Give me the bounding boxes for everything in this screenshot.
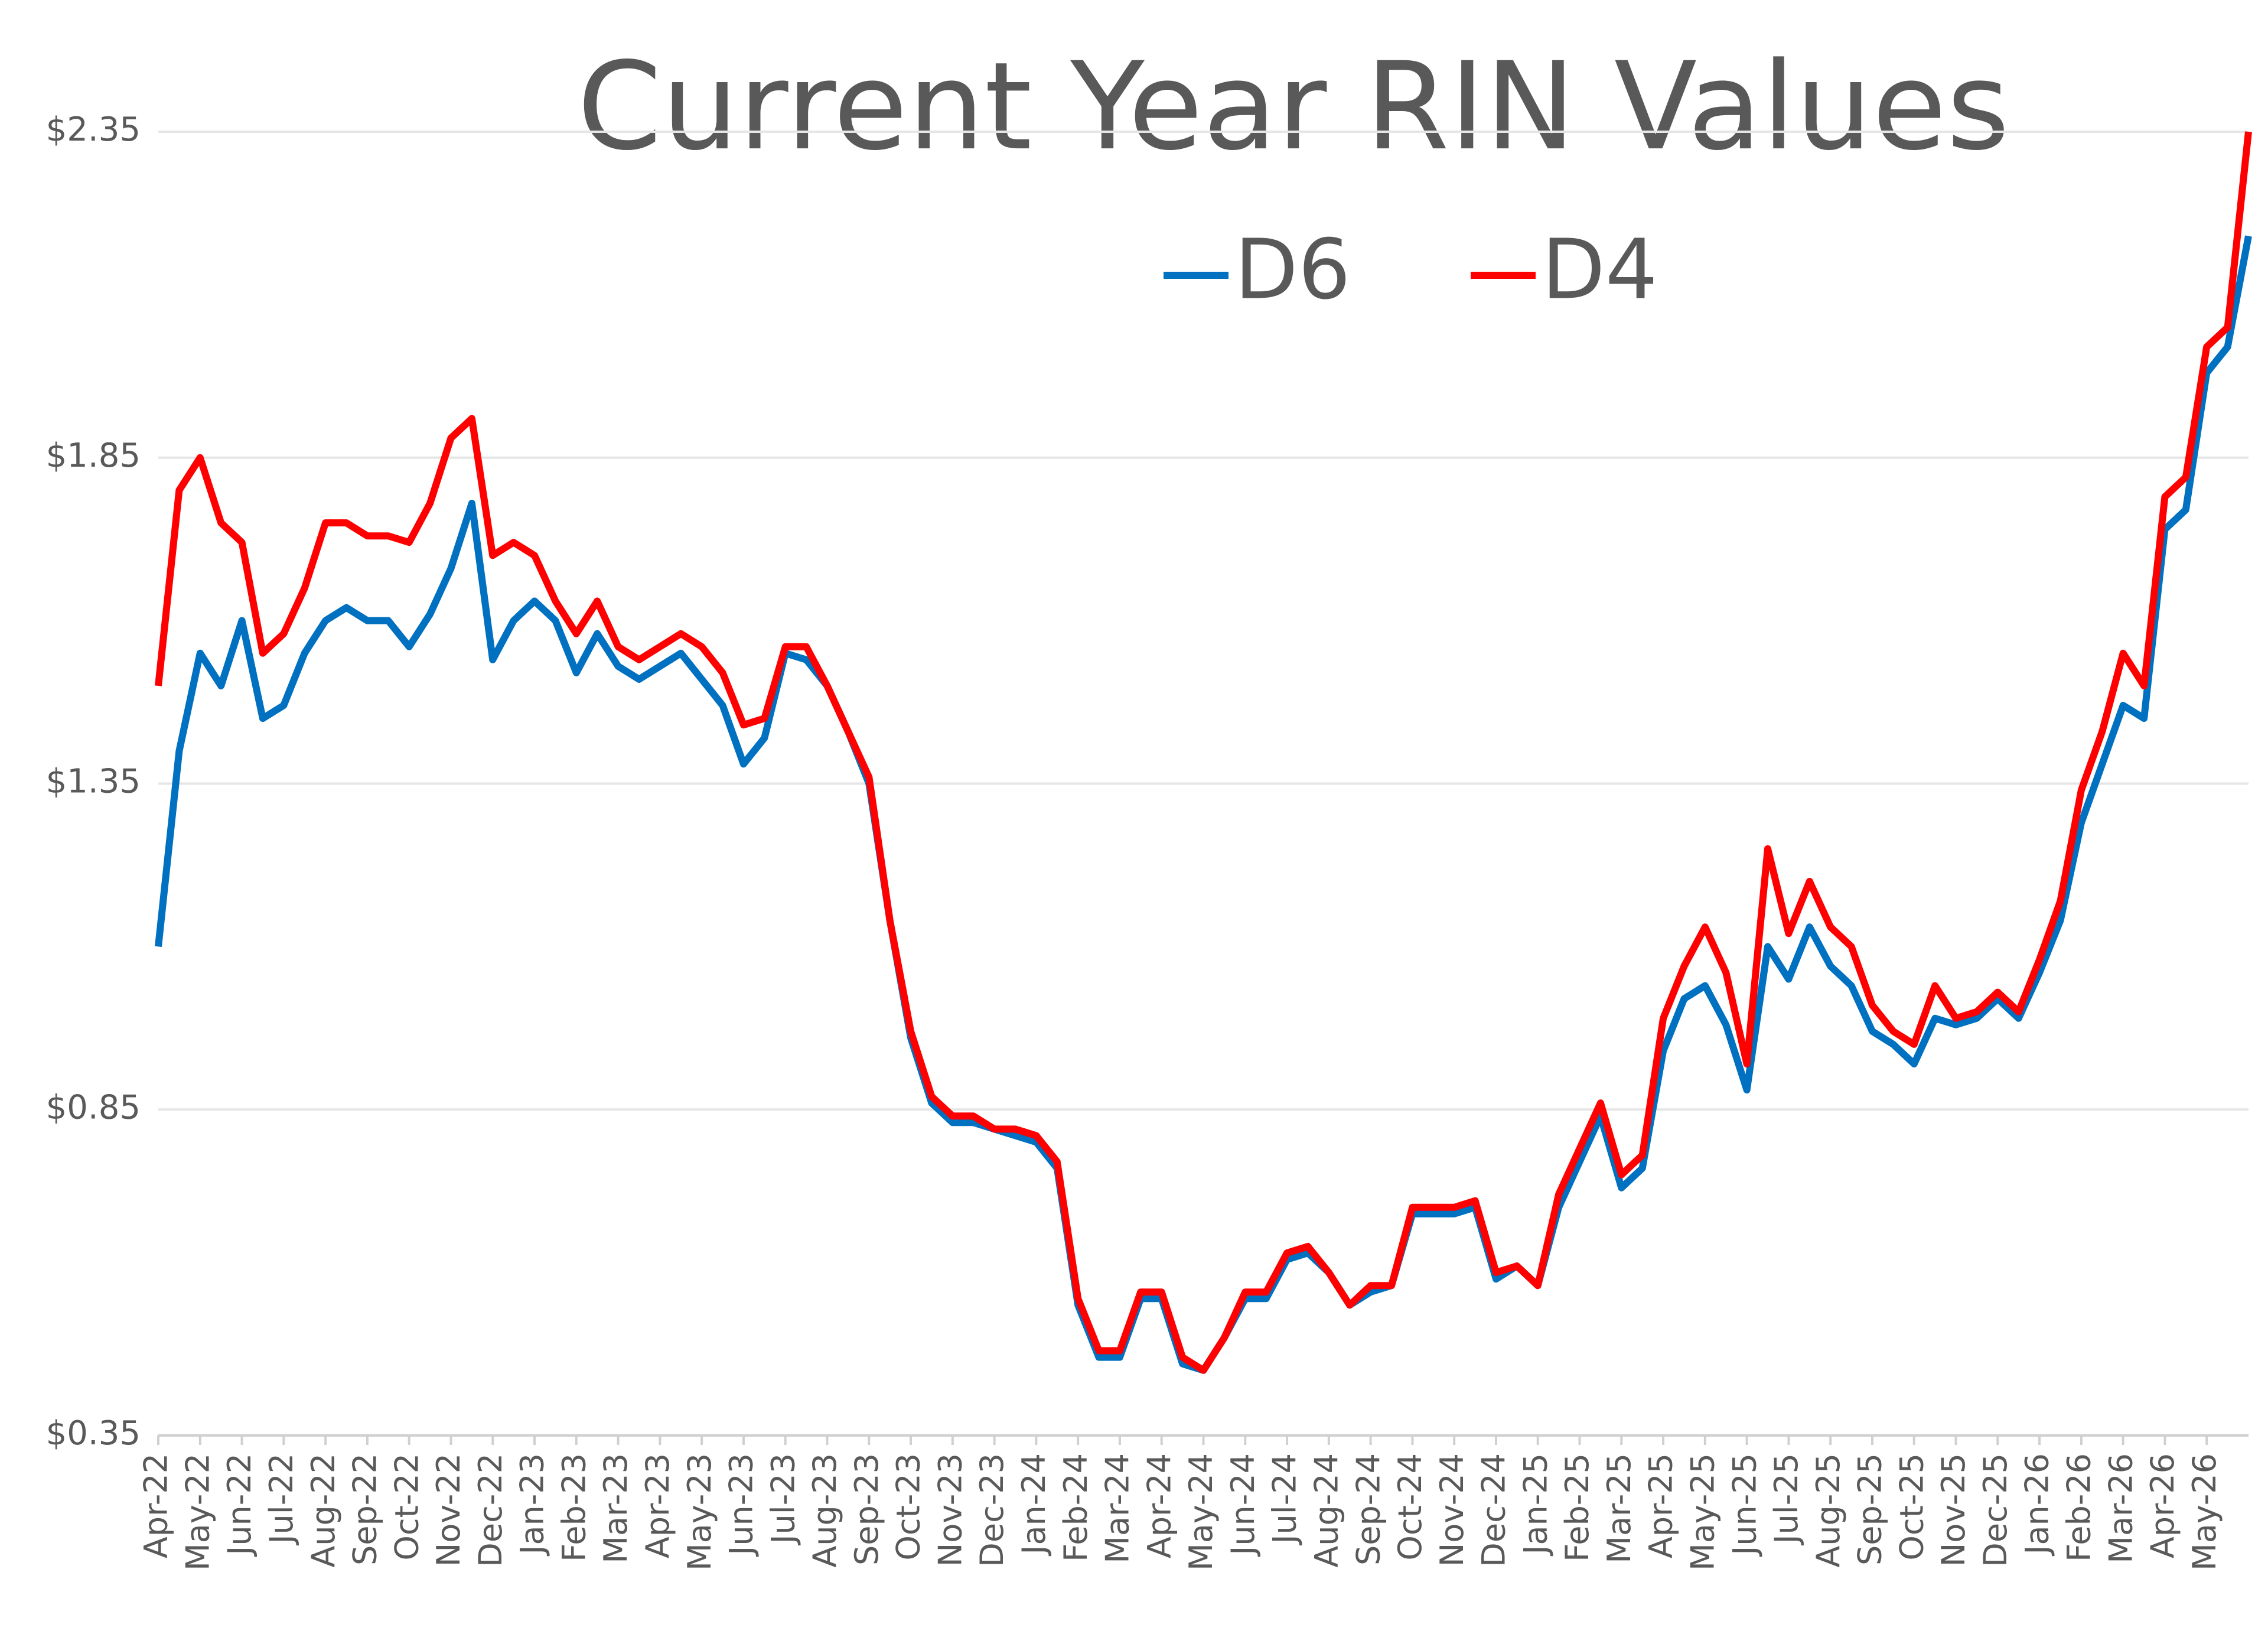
x-tick-label: Jul-25 [1768, 1453, 1805, 1545]
x-tick-label: Dec-22 [472, 1453, 509, 1567]
x-tick-label: Jul-22 [263, 1453, 300, 1545]
x-tick-label: Mar-26 [2102, 1453, 2139, 1564]
x-tick-label: May-22 [179, 1453, 216, 1571]
x-tick-label: Jan-25 [1517, 1453, 1554, 1556]
line-series [155, 131, 2252, 1374]
y-tick-label: $2.35 [46, 110, 141, 149]
x-tick-label: Dec-23 [973, 1453, 1011, 1567]
x-tick-label: May-23 [681, 1453, 718, 1571]
y-tick-label: $0.35 [46, 1414, 141, 1453]
x-tick-label: Dec-25 [1977, 1453, 2014, 1567]
x-tick-label: Aug-23 [806, 1453, 843, 1568]
x-tick-label: Jan-24 [1015, 1453, 1052, 1556]
x-tick-label: Oct-23 [890, 1453, 927, 1561]
x-tick-label: Mar-25 [1601, 1453, 1638, 1564]
x-tick-label: Sep-25 [1852, 1453, 1889, 1565]
x-tick-label: Jul-24 [1266, 1453, 1304, 1545]
y-tick-label: $1.85 [46, 437, 141, 475]
y-tick-label: $0.85 [46, 1088, 141, 1127]
x-tick-label: Sep-22 [347, 1453, 384, 1565]
x-tick-label: Aug-22 [305, 1453, 342, 1568]
x-tick-label: Feb-23 [555, 1453, 592, 1562]
x-tick-label: Apr-26 [2144, 1453, 2181, 1558]
x-tick-label: Aug-24 [1308, 1453, 1345, 1568]
x-tick-label: May-25 [1684, 1453, 1722, 1571]
x-tick-label: Nov-23 [931, 1453, 969, 1567]
x-tick-label: Nov-25 [1935, 1453, 1972, 1567]
x-tick-label: Feb-24 [1057, 1453, 1094, 1562]
x-tick-label: Apr-22 [138, 1453, 175, 1558]
x-tick-label: Oct-25 [1893, 1453, 1930, 1561]
x-tick-label: Nov-24 [1433, 1453, 1471, 1567]
x-tick-label: Jan-23 [514, 1453, 551, 1556]
legend-label: D4 [1542, 222, 1658, 318]
x-tick-label: Dec-24 [1475, 1453, 1513, 1567]
x-tick-label: Feb-26 [2061, 1453, 2098, 1562]
x-tick-label: Sep-24 [1350, 1453, 1387, 1565]
x-tick-label: Jun-24 [1224, 1453, 1262, 1557]
x-tick-label: May-26 [2186, 1453, 2223, 1571]
x-tick-label: Nov-22 [430, 1453, 467, 1567]
x-tick-label: Oct-24 [1392, 1453, 1429, 1561]
x-tick-label: Mar-23 [597, 1453, 634, 1564]
x-tick-label: Jun-23 [723, 1453, 760, 1557]
x-tick-label: Jun-22 [221, 1453, 258, 1557]
x-tick-label: May-24 [1182, 1453, 1220, 1571]
x-tick-label: Jan-26 [2019, 1453, 2056, 1556]
x-tick-label: Aug-25 [1810, 1453, 1847, 1568]
y-tick-label: $1.35 [46, 763, 141, 801]
chart-title: Current Year RIN Values [577, 37, 2009, 177]
legend-label: D6 [1234, 222, 1351, 318]
x-tick-label: Apr-25 [1643, 1453, 1680, 1558]
x-tick-label: Jun-25 [1726, 1453, 1763, 1557]
x-tick-label: Jul-23 [764, 1453, 801, 1545]
x-tick-label: Oct-22 [388, 1453, 425, 1561]
x-tick-label: Apr-24 [1140, 1453, 1178, 1558]
x-tick-label: Apr-23 [639, 1453, 676, 1558]
x-tick-label: Feb-25 [1559, 1453, 1596, 1562]
x-tick-label: Sep-23 [848, 1453, 885, 1565]
x-tick-label: Mar-24 [1099, 1453, 1136, 1564]
